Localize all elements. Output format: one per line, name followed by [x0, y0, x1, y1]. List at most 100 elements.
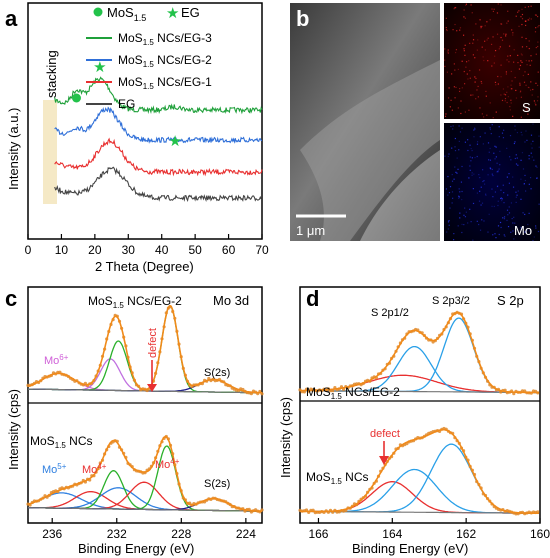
- panel-a-legend: MoS1.5 ★ EG MoS1.5 NCs/EG-3 MoS1.5 NCs/E…: [86, 5, 212, 111]
- eds-mo-dot: [461, 223, 463, 225]
- eds-s-dot: [491, 65, 493, 67]
- x-tick-label: 0: [25, 243, 32, 257]
- eds-s-dot: [503, 93, 505, 95]
- eds-s-dot: [536, 100, 539, 102]
- eds-mo-dot: [497, 185, 499, 187]
- x-tick-label: 232: [107, 527, 127, 541]
- eds-mo-dot: [461, 165, 463, 168]
- xps-envelope: [299, 428, 539, 514]
- eds-mo-dot: [520, 226, 522, 229]
- eds-s-dot: [530, 18, 532, 20]
- eds-mo-dot: [471, 157, 473, 159]
- eds-s-dot: [528, 60, 530, 62]
- eds-mo-dot: [482, 143, 484, 145]
- eg-legend-label: EG: [181, 5, 200, 20]
- eds-mo-dot: [457, 168, 459, 170]
- eds-mo-dot: [516, 157, 518, 159]
- eds-mo-dot: [448, 224, 450, 226]
- eds-mo-dot: [509, 135, 512, 137]
- eds-s-dot: [496, 12, 499, 14]
- mo-map-label: Mo: [514, 223, 532, 238]
- eds-s-dot: [513, 49, 515, 51]
- eds-mo-dot: [476, 155, 478, 158]
- eds-s-dot: [527, 73, 529, 75]
- eds-s-dot: [465, 4, 467, 7]
- eds-mo-dot: [479, 176, 481, 179]
- eds-mo-dot: [465, 211, 467, 213]
- eds-s-dot: [479, 19, 481, 21]
- eds-mo-dot: [515, 191, 517, 193]
- eds-s-dot: [535, 46, 537, 49]
- eds-s-dot: [446, 71, 448, 73]
- panel-c: 236 232 228 224 c Mo 3d MoS1.5 NCs/EG-2 MoS…: [5, 286, 264, 556]
- eds-mo-dot: [454, 149, 457, 152]
- eds-mo-dot: [501, 199, 503, 202]
- eds-s-dot: [530, 5, 532, 7]
- panel-c-xlabel: Binding Energy (eV): [78, 541, 194, 556]
- eds-mo-dot: [489, 167, 491, 169]
- xrd-series-line: [54, 137, 263, 177]
- eds-s-dot: [498, 48, 500, 50]
- eds-mo-dot: [497, 169, 499, 172]
- eds-mo-dot: [468, 177, 470, 179]
- eds-mo-dot: [512, 176, 514, 178]
- eds-mo-dot: [458, 195, 460, 197]
- eds-mo-dot: [480, 186, 482, 188]
- eds-s-dot: [527, 113, 529, 115]
- eds-mo-dot: [507, 194, 509, 196]
- eds-mo-dot: [494, 233, 496, 235]
- eds-mo-dot: [469, 169, 471, 171]
- eds-s-dot: [526, 46, 528, 48]
- eds-s-dot: [451, 109, 453, 111]
- eds-s-dot: [492, 36, 494, 38]
- eds-s-dot: [503, 33, 505, 35]
- mo-map-dots: [444, 123, 540, 242]
- eds-mo-dot: [532, 239, 534, 242]
- xps-component: [300, 345, 539, 394]
- eds-mo-dot: [514, 157, 516, 160]
- eds-s-dot: [537, 45, 539, 48]
- eds-mo-dot: [448, 153, 450, 155]
- eds-s-dot: [487, 37, 489, 39]
- eds-mo-dot: [538, 135, 540, 137]
- eds-s-dot: [521, 54, 523, 56]
- mos-legend-label: MoS1.5: [107, 5, 146, 23]
- eds-mo-dot: [515, 196, 517, 198]
- eds-mo-dot: [532, 140, 534, 142]
- eds-s-dot: [500, 76, 502, 78]
- eds-s-dot: [531, 94, 533, 96]
- eds-mo-dot: [458, 197, 460, 199]
- eds-s-dot: [538, 25, 540, 27]
- eds-mo-dot: [492, 234, 494, 236]
- eds-mo-dot: [502, 184, 504, 186]
- eds-s-dot: [509, 105, 511, 108]
- eds-mo-dot: [479, 190, 481, 192]
- eds-mo-dot: [520, 228, 522, 230]
- eds-s-dot: [477, 85, 479, 88]
- eds-mo-dot: [489, 159, 492, 161]
- eds-mo-dot: [498, 168, 500, 170]
- x-tick-label: 30: [122, 243, 136, 257]
- eds-s-dot: [524, 105, 526, 108]
- panel-b: b 1 μm S Mo: [290, 3, 540, 242]
- eds-s-dot: [478, 69, 481, 71]
- eds-mo-dot: [447, 155, 449, 158]
- eds-s-dot: [493, 8, 495, 10]
- eds-mo-dot: [514, 129, 516, 131]
- xps-background: [300, 390, 539, 394]
- eds-s-dot: [464, 111, 466, 113]
- eds-s-dot: [494, 55, 496, 57]
- eds-mo-dot: [498, 136, 500, 138]
- eds-mo-dot: [490, 132, 492, 135]
- eds-mo-dot: [526, 229, 528, 231]
- eds-mo-dot: [472, 202, 475, 205]
- eds-s-dot: [521, 8, 523, 10]
- eds-s-dot: [520, 16, 522, 18]
- eds-s-dot: [524, 20, 527, 22]
- s2s-label-bottom: S(2s): [204, 478, 230, 490]
- eds-mo-dot: [524, 213, 526, 216]
- eds-s-dot: [520, 60, 522, 62]
- eds-mo-dot: [467, 149, 469, 152]
- eds-s-dot: [480, 27, 482, 29]
- eds-s-dot: [453, 8, 455, 10]
